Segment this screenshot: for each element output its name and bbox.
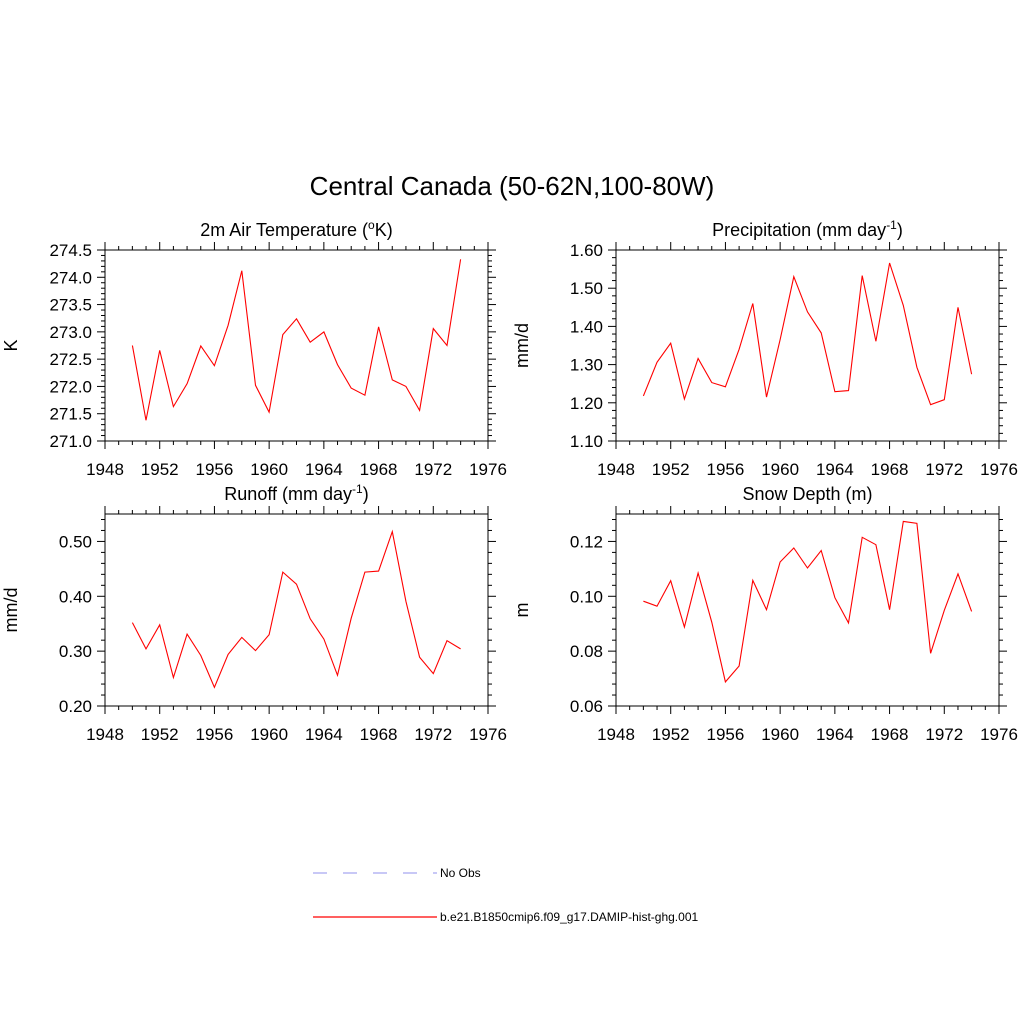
x-tick-label: 1964 — [305, 460, 343, 479]
y-tick-label: 274.5 — [49, 241, 92, 260]
x-tick-label: 1948 — [597, 725, 635, 744]
figure-title: Central Canada (50-62N,100-80W) — [310, 171, 715, 201]
x-tick-label: 1952 — [141, 460, 179, 479]
y-tick-label: 273.0 — [49, 323, 92, 342]
x-tick-label: 1972 — [925, 725, 963, 744]
panel-title: 2m Air Temperature (oK) — [200, 218, 392, 240]
y-tick-label: 0.10 — [570, 587, 603, 606]
panel-title: Precipitation (mm day-1) — [712, 218, 903, 240]
y-tick-label: 1.50 — [570, 279, 603, 298]
panel-title-end: ) — [897, 220, 903, 240]
y-tick-label: 0.40 — [59, 587, 92, 606]
panel-title-superscript: -1 — [886, 218, 897, 232]
y-tick-label: 1.10 — [570, 432, 603, 451]
x-tick-label: 1976 — [980, 725, 1018, 744]
y-tick-label: 0.20 — [59, 697, 92, 716]
panel-title-superscript: o — [368, 218, 375, 232]
y-tick-label: 0.12 — [570, 532, 603, 551]
series-line — [642, 262, 973, 406]
x-tick-label: 1960 — [761, 725, 799, 744]
x-tick-label: 1952 — [652, 460, 690, 479]
chart-panel-3: Runoff (mm day-1) mm/d 1948 1952 1956 1960 196… — [1, 482, 507, 744]
x-tick-label: 1964 — [305, 725, 343, 744]
x-tick-label: 1968 — [360, 725, 398, 744]
legend-label: b.e21.B1850cmip6.f09_g17.DAMIP-hist-ghg.… — [440, 910, 698, 924]
x-tick-label: 1972 — [414, 460, 452, 479]
series-line — [131, 529, 461, 689]
x-tick-label: 1960 — [250, 725, 288, 744]
x-tick-label: 1960 — [250, 460, 288, 479]
x-tick-label: 1972 — [925, 460, 963, 479]
x-tick-label: 1976 — [469, 460, 507, 479]
x-tick-label: 1956 — [196, 725, 234, 744]
x-tick-label: 1952 — [141, 725, 179, 744]
x-tick-label: 1948 — [597, 460, 635, 479]
y-tick-label: 274.0 — [49, 268, 92, 287]
y-tick-label: 1.30 — [570, 356, 603, 375]
panel-title-main: 2m Air Temperature ( — [200, 220, 368, 240]
y-tick-label: 1.40 — [570, 317, 603, 336]
x-tick-label: 1976 — [469, 725, 507, 744]
panel-title-main: Snow Depth (m) — [742, 484, 872, 504]
panel-title-end: ) — [363, 484, 369, 504]
y-axis-label: K — [1, 339, 21, 351]
x-tick-label: 1956 — [707, 460, 745, 479]
plot-frame — [615, 513, 1000, 707]
y-tick-label: 271.0 — [49, 432, 92, 451]
x-tick-label: 1960 — [761, 460, 799, 479]
y-tick-label: 0.30 — [59, 642, 92, 661]
legend-item-2: b.e21.B1850cmip6.f09_g17.DAMIP-hist-ghg.… — [313, 910, 698, 924]
panel-title-superscript: -1 — [352, 482, 363, 496]
panel-title-main: Precipitation (mm day — [712, 220, 886, 240]
panel-title: Snow Depth (m) — [742, 484, 872, 504]
plot-frame — [615, 249, 1000, 442]
plot-frame — [104, 513, 489, 707]
legend-item-1: No Obs — [313, 866, 481, 880]
y-tick-label: 1.60 — [570, 241, 603, 260]
x-tick-label: 1964 — [816, 460, 854, 479]
y-tick-label: 272.0 — [49, 377, 92, 396]
x-tick-label: 1968 — [871, 725, 909, 744]
x-tick-label: 1952 — [652, 725, 690, 744]
y-axis-label: mm/d — [1, 588, 21, 633]
chart-panel-2: Precipitation (mm day-1) mm/d 1948 1952 1956… — [512, 218, 1018, 479]
chart-panel-4: Snow Depth (m) m 1948 1952 1956 1960 1964 1968 1… — [512, 484, 1018, 744]
x-tick-label: 1972 — [414, 725, 452, 744]
x-tick-label: 1948 — [86, 460, 124, 479]
panel-title-main: Runoff (mm day — [224, 484, 352, 504]
legend: No Obs b.e21.B1850cmip6.f09_g17.DAMIP-his… — [313, 866, 698, 924]
x-tick-label: 1964 — [816, 725, 854, 744]
y-tick-label: 0.06 — [570, 697, 603, 716]
panel-title-end: K) — [375, 220, 393, 240]
y-tick-label: 272.5 — [49, 350, 92, 369]
y-tick-label: 271.5 — [49, 405, 92, 424]
series-line — [131, 259, 462, 421]
y-tick-label: 0.50 — [59, 532, 92, 551]
x-tick-label: 1948 — [86, 725, 124, 744]
x-tick-label: 1956 — [707, 725, 745, 744]
y-axis-label: mm/d — [512, 323, 532, 368]
y-tick-label: 0.08 — [570, 642, 603, 661]
panels: 2m Air Temperature (oK) K 1948 1952 1956 1960… — [1, 218, 1018, 744]
panel-title: Runoff (mm day-1) — [224, 482, 368, 504]
x-tick-label: 1956 — [196, 460, 234, 479]
y-tick-label: 1.20 — [570, 394, 603, 413]
chart-panel-1: 2m Air Temperature (oK) K 1948 1952 1956 1960… — [1, 218, 507, 479]
legend-label: No Obs — [440, 866, 481, 880]
series-line — [643, 520, 973, 684]
x-tick-label: 1968 — [871, 460, 909, 479]
y-tick-label: 273.5 — [49, 296, 92, 315]
x-tick-label: 1976 — [980, 460, 1018, 479]
x-tick-label: 1968 — [360, 460, 398, 479]
y-axis-label: m — [512, 603, 532, 618]
